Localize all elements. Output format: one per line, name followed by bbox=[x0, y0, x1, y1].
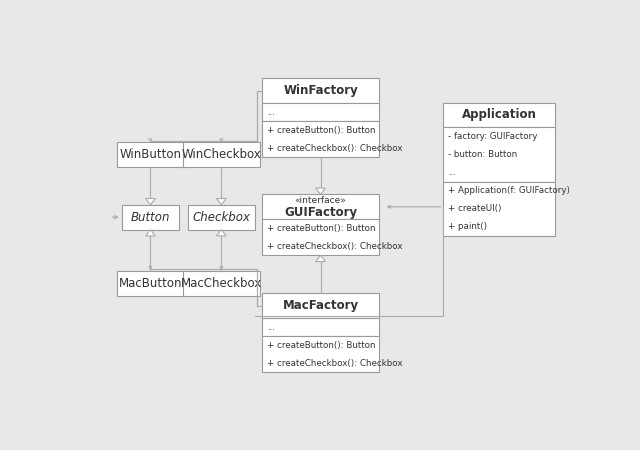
Text: WinFactory: WinFactory bbox=[283, 84, 358, 97]
Text: GUIFactory: GUIFactory bbox=[284, 206, 357, 219]
Bar bbox=[117, 270, 184, 296]
Bar bbox=[117, 142, 184, 167]
Polygon shape bbox=[316, 255, 326, 261]
Text: WinButton: WinButton bbox=[120, 148, 181, 162]
Polygon shape bbox=[316, 188, 326, 194]
Text: ...: ... bbox=[268, 323, 275, 332]
Text: + createButton(): Button: + createButton(): Button bbox=[268, 341, 376, 350]
Bar bbox=[183, 142, 260, 167]
Text: + createButton(): Button: + createButton(): Button bbox=[268, 224, 376, 233]
Text: Checkbox: Checkbox bbox=[193, 211, 250, 224]
Bar bbox=[262, 293, 379, 318]
Text: ...: ... bbox=[268, 108, 275, 117]
Polygon shape bbox=[145, 230, 156, 236]
Bar bbox=[262, 318, 379, 336]
Polygon shape bbox=[145, 198, 156, 205]
Text: + createCheckbox(): Checkbox: + createCheckbox(): Checkbox bbox=[268, 359, 403, 368]
Text: - button: Button: - button: Button bbox=[448, 150, 518, 159]
Bar bbox=[444, 127, 555, 181]
Text: + createCheckbox(): Checkbox: + createCheckbox(): Checkbox bbox=[268, 144, 403, 153]
Text: + Application(f: GUIFactory): + Application(f: GUIFactory) bbox=[448, 186, 570, 195]
Bar bbox=[122, 205, 179, 230]
Polygon shape bbox=[216, 230, 227, 236]
Bar bbox=[262, 194, 379, 219]
Text: WinCheckbox: WinCheckbox bbox=[182, 148, 261, 162]
Bar bbox=[444, 181, 555, 235]
Text: MacCheckbox: MacCheckbox bbox=[180, 277, 262, 289]
Bar bbox=[262, 336, 379, 372]
Text: - factory: GUIFactory: - factory: GUIFactory bbox=[448, 132, 538, 141]
Text: «interface»: «interface» bbox=[294, 196, 346, 205]
Bar bbox=[262, 78, 379, 103]
Text: ...: ... bbox=[448, 168, 456, 177]
Text: + createButton(): Button: + createButton(): Button bbox=[268, 126, 376, 135]
Bar bbox=[183, 270, 260, 296]
Text: Button: Button bbox=[131, 211, 170, 224]
Text: MacButton: MacButton bbox=[118, 277, 182, 289]
Text: Application: Application bbox=[461, 108, 536, 122]
Text: MacFactory: MacFactory bbox=[282, 299, 358, 312]
Text: + paint(): + paint() bbox=[448, 222, 488, 231]
Bar bbox=[188, 205, 255, 230]
Bar bbox=[262, 121, 379, 157]
Polygon shape bbox=[216, 198, 227, 205]
Text: + createUI(): + createUI() bbox=[448, 204, 502, 213]
Bar bbox=[262, 103, 379, 121]
Text: + createCheckbox(): Checkbox: + createCheckbox(): Checkbox bbox=[268, 242, 403, 251]
Bar bbox=[262, 219, 379, 255]
Bar bbox=[444, 103, 555, 127]
